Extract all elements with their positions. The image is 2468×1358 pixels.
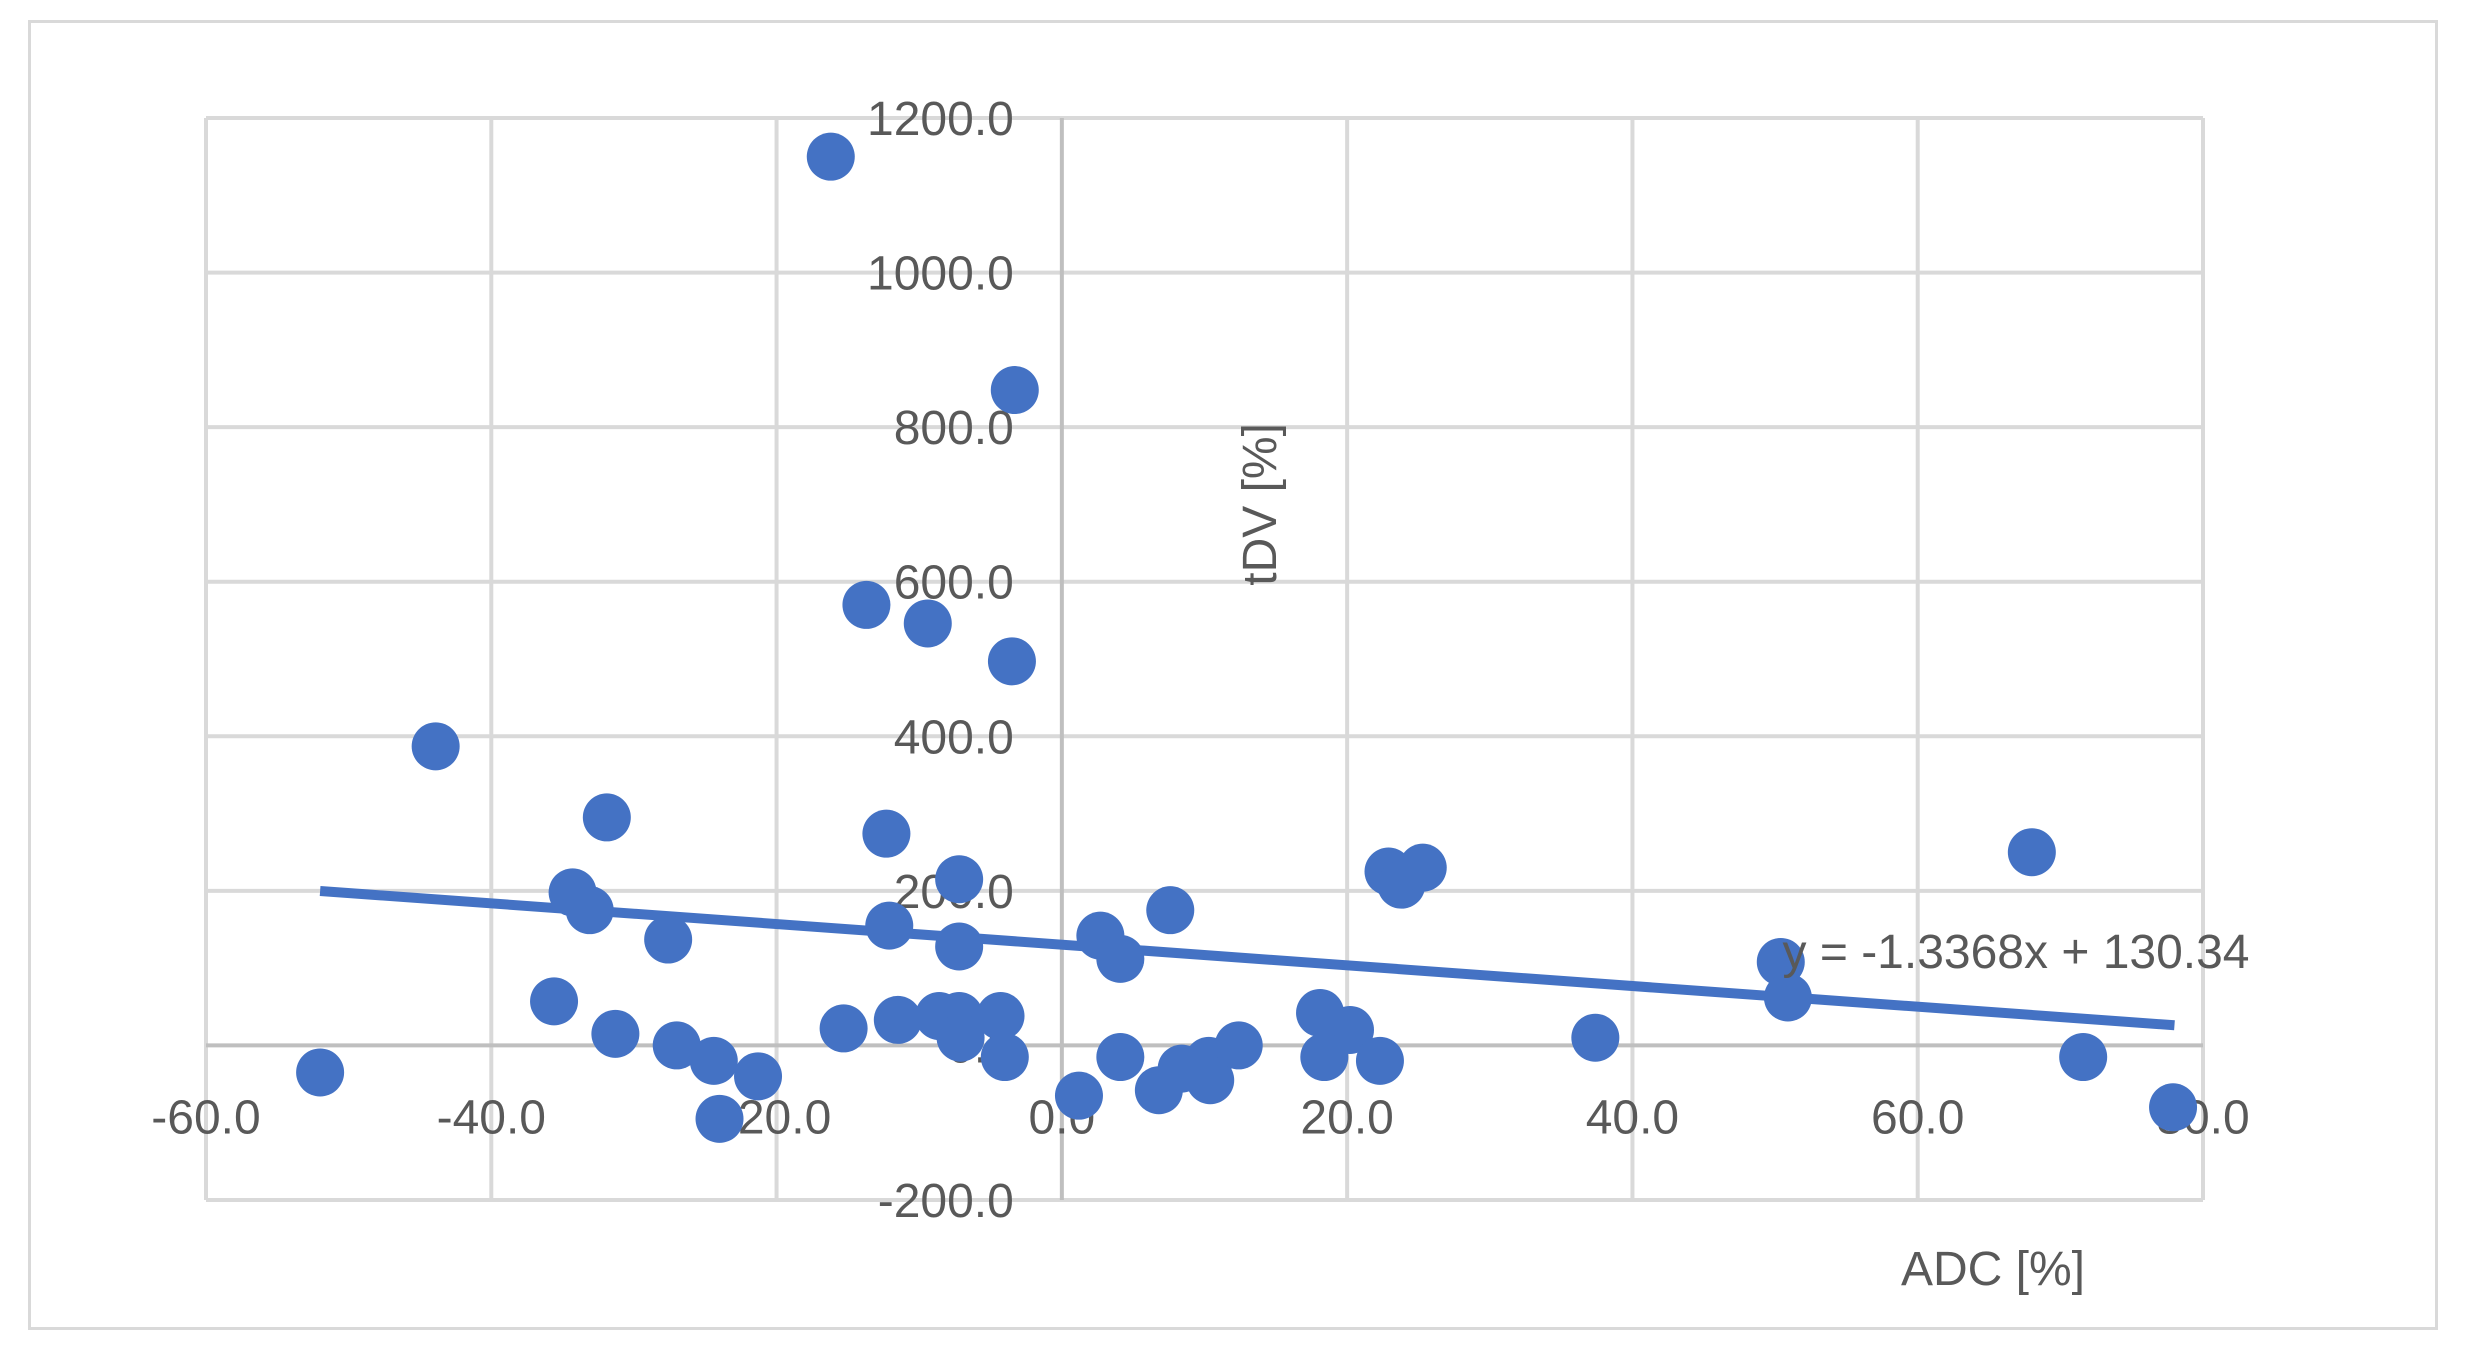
trendline [319,885,2175,1031]
data-point [1300,1033,1349,1082]
trendline-equation: y = -1.3368x + 130.34 [1782,926,2249,979]
data-point [936,1013,985,1062]
y-tick-label: -200.0 [878,1175,1014,1228]
scatter-chart: -60.0 -40.0 -20.0 0.0 20.0 40.0 60.0 80.0-200.0… [151,93,2249,1296]
data-point [644,915,693,964]
data-point [990,366,1039,415]
data-point [582,793,631,842]
data-point [873,995,922,1044]
data-point [819,1004,868,1053]
x-tick-label: -40.0 [437,1091,546,1144]
y-tick-label: 600.0 [894,557,1014,610]
trendline-group [319,885,2175,1031]
data-point [1214,1021,1263,1070]
data-point [1571,1013,1620,1062]
chart-frame: -60.0 -40.0 -20.0 0.0 20.0 40.0 60.0 80.0 -200.0… [28,20,2438,1330]
data-point [935,922,984,971]
data-point [1096,934,1145,983]
data-point [2149,1083,2198,1132]
data-point [565,886,614,935]
data-point [2007,828,2056,877]
data-point [1763,973,1812,1022]
data-point [734,1052,783,1101]
data-point [842,580,891,629]
data-point [2059,1033,2108,1082]
data-points [296,132,2198,1143]
tick-labels: -60.0 -40.0 -20.0 0.0 20.0 40.0 60.0 80.0-200.0… [151,93,2249,1228]
y-tick-label: 1200.0 [867,93,1014,146]
data-point [865,901,914,950]
data-point [1355,1036,1404,1085]
data-point [411,722,460,771]
data-point [530,977,579,1026]
data-point [591,1009,640,1058]
data-point [1146,886,1195,935]
data-point [935,855,984,904]
data-point [296,1048,345,1097]
data-point [987,637,1036,686]
data-point [1756,937,1805,986]
y-axis-title: tDV [%] [1234,423,1287,586]
y-tick-label: 1000.0 [867,248,1014,301]
x-axis-title: ADC [%] [1901,1243,2085,1296]
data-point [652,1021,701,1070]
y-tick-label: 800.0 [894,402,1014,455]
data-point [976,992,1025,1041]
data-point [1096,1033,1145,1082]
y-tick-label: 400.0 [894,711,1014,764]
data-point [1398,843,1447,892]
data-point [903,599,952,648]
data-point [695,1094,744,1143]
data-point [862,809,911,858]
x-tick-label: 20.0 [1300,1091,1393,1144]
data-point [689,1036,738,1085]
data-point [806,132,855,181]
data-point [1054,1071,1103,1120]
data-point [980,1033,1029,1082]
x-tick-label: -60.0 [151,1091,260,1144]
x-tick-label: 60.0 [1871,1091,1964,1144]
x-tick-label: 40.0 [1586,1091,1679,1144]
data-point [1186,1056,1235,1105]
gridlines [204,116,2205,1202]
